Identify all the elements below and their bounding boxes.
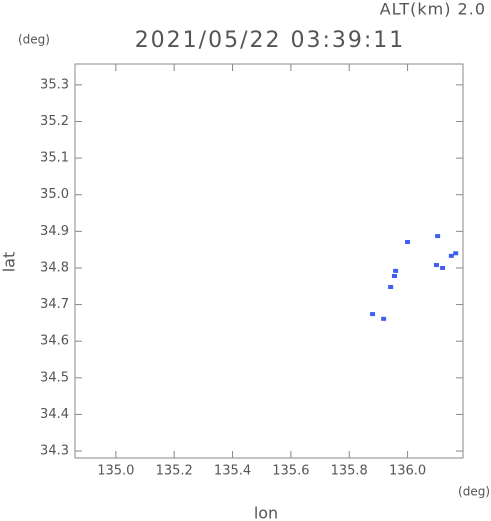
x-tick-label: 135.4 [214, 464, 251, 479]
x-tick-label: 135.8 [331, 464, 368, 479]
echo-point [388, 284, 394, 289]
echo-point [393, 268, 399, 273]
chart-title: 2021/05/22 03:39:11 [135, 28, 406, 53]
y-tick-label: 35.3 [40, 77, 69, 92]
plot-frame [74, 63, 464, 459]
y-tick-label: 34.7 [40, 297, 69, 312]
echo-point [370, 312, 376, 317]
y-tick-label: 34.3 [40, 444, 69, 459]
annotation: ALT(km) 2.0 [380, 0, 486, 19]
y-tick-label: 35.2 [40, 114, 69, 129]
y-tick-label: 35.0 [40, 187, 69, 202]
echo-point [381, 316, 387, 321]
echo-point [405, 239, 411, 244]
echo-point [435, 234, 441, 239]
echo-point [453, 251, 459, 256]
y-tick-label: 34.4 [40, 407, 69, 422]
y-tick-label: 34.8 [40, 260, 69, 275]
y-tick-label: 34.6 [40, 334, 69, 349]
y-tick-label: 34.9 [40, 224, 69, 239]
x-tick-label: 135.6 [272, 464, 309, 479]
echo-point [391, 274, 397, 279]
x-tick-label: 136.0 [389, 464, 426, 479]
echo-point [448, 253, 454, 258]
x-unit: (deg) [458, 485, 490, 499]
y-tick-label: 35.1 [40, 151, 69, 166]
x-tick-label: 135.0 [97, 464, 134, 479]
x-axis-label: lon [254, 504, 278, 521]
echo-point [440, 265, 446, 270]
y-unit: (deg) [18, 33, 50, 47]
y-tick-label: 34.5 [40, 370, 69, 385]
y-axis-label: lat [0, 252, 19, 273]
echo-point [433, 263, 439, 268]
x-tick-label: 135.2 [156, 464, 193, 479]
